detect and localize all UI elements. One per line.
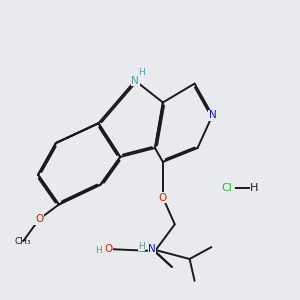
Text: N: N [131, 76, 139, 85]
Text: H: H [250, 183, 258, 193]
Text: N: N [208, 110, 216, 120]
Text: O: O [35, 214, 43, 224]
Text: CH₃: CH₃ [15, 237, 31, 246]
Text: N: N [148, 244, 156, 254]
Text: O: O [104, 244, 112, 254]
Text: H: H [138, 242, 145, 250]
Text: Cl: Cl [222, 183, 233, 193]
Text: H: H [138, 68, 145, 77]
Text: H: H [95, 246, 102, 255]
Text: O: O [159, 193, 167, 202]
